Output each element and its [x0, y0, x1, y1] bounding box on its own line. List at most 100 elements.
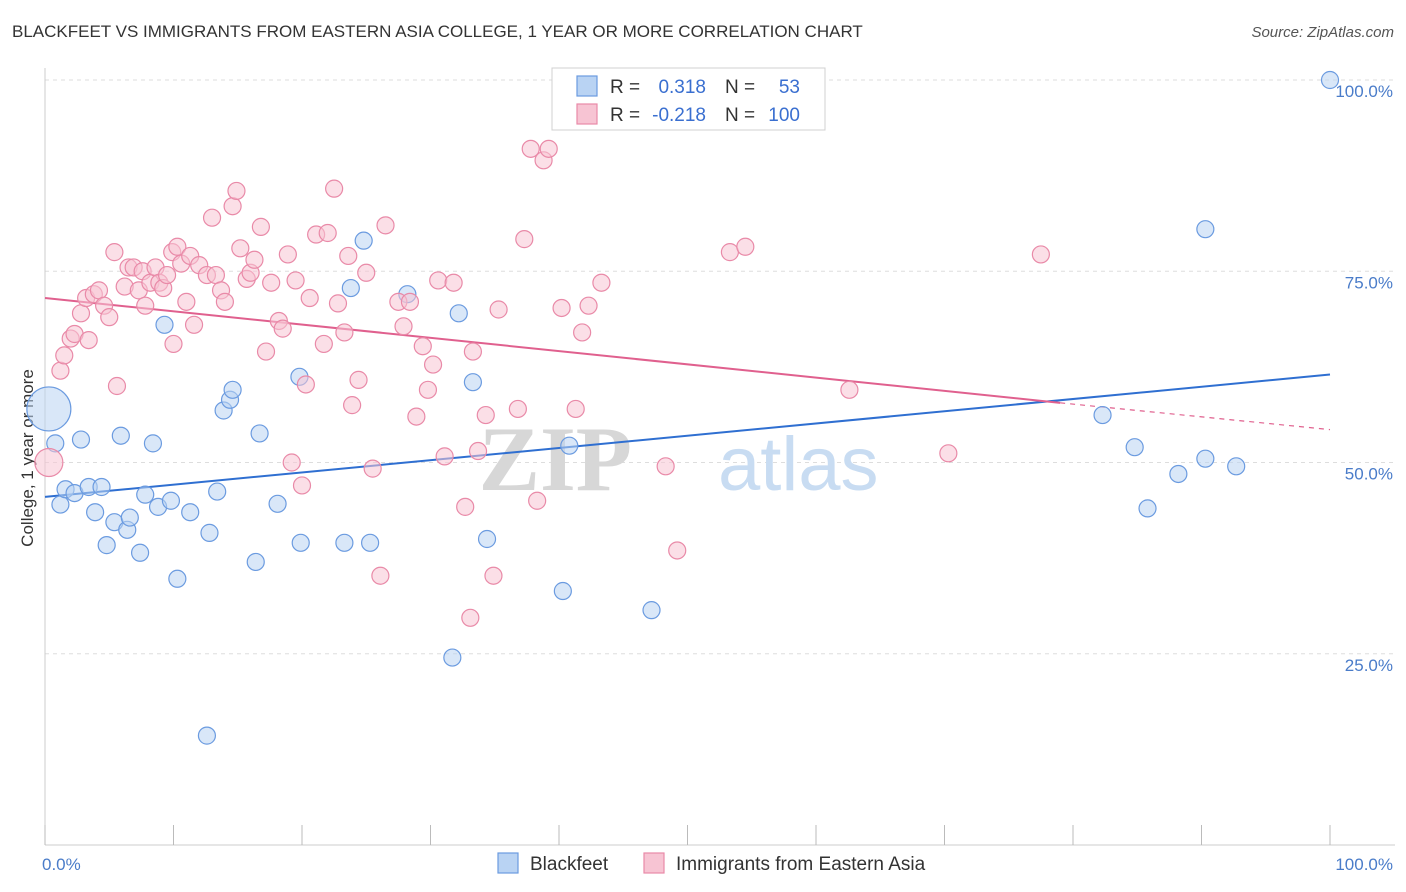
point-blackfeet — [449, 304, 468, 323]
point-blackfeet — [86, 503, 105, 522]
point-blackfeet — [463, 373, 483, 392]
point-asia — [484, 566, 503, 585]
point-asia — [521, 139, 540, 158]
point-asia — [394, 317, 413, 336]
point-blackfeet — [1227, 457, 1246, 476]
point-asia — [552, 298, 571, 318]
point-blackfeet — [335, 533, 354, 552]
tick-labels: 25.0% 50.0% 75.0% 100.0% 0.0% 100.0% — [42, 82, 1393, 874]
point-blackfeet — [341, 278, 360, 298]
point-asia — [656, 457, 675, 476]
point-asia — [371, 566, 390, 585]
bottom-legend-asia: Immigrants from Eastern Asia — [676, 854, 926, 875]
legend-n-label-2: N = — [725, 105, 755, 126]
point-asia — [318, 223, 337, 243]
point-blackfeet — [136, 485, 155, 504]
point-blackfeet — [92, 477, 111, 497]
point-asia — [328, 294, 348, 313]
point-blackfeet — [1196, 449, 1215, 468]
legend-n-value-2: 100 — [768, 105, 800, 126]
watermark: ZIP atlas — [479, 408, 879, 510]
point-blackfeet — [560, 436, 579, 455]
point-asia — [164, 334, 183, 354]
point-asia — [71, 304, 91, 323]
point-asia — [79, 331, 98, 350]
point-blackfeet — [443, 648, 462, 667]
point-asia — [335, 323, 354, 342]
point-asia — [592, 273, 611, 292]
point-asia — [292, 476, 312, 495]
chart-title: BLACKFEET VS IMMIGRANTS FROM EASTERN ASI… — [12, 22, 863, 41]
point-blackfeet — [1138, 499, 1157, 518]
point-blackfeet — [553, 581, 572, 601]
point-asia — [223, 197, 242, 216]
point-asia — [461, 608, 480, 627]
point-asia — [400, 292, 420, 311]
point-blackfeet — [197, 726, 217, 745]
point-asia — [325, 179, 344, 198]
point-blackfeet — [97, 536, 116, 555]
point-asia — [357, 263, 376, 282]
point-asia — [314, 334, 333, 354]
point-asia — [251, 217, 270, 236]
point-blackfeet — [1196, 220, 1215, 239]
trend-line-asia — [44, 297, 1061, 404]
point-blackfeet — [246, 552, 265, 572]
point-asia — [343, 396, 362, 415]
point-asia — [282, 453, 301, 472]
source-label: Source: ZipAtlas.com — [1251, 24, 1394, 41]
point-asia — [256, 342, 276, 361]
y-tick-label: 100.0% — [1335, 82, 1393, 101]
point-blackfeet — [161, 491, 181, 510]
point-blackfeet — [1320, 70, 1340, 90]
point-blackfeet — [250, 424, 269, 443]
point-asia — [262, 273, 281, 292]
point-asia — [363, 459, 382, 478]
point-asia — [528, 491, 547, 510]
legend-r-label-2: R = — [610, 105, 640, 126]
point-blackfeet — [26, 386, 72, 432]
point-asia — [177, 292, 196, 311]
point-asia — [105, 243, 124, 262]
point-asia — [463, 342, 483, 361]
point-asia — [227, 181, 246, 201]
point-blackfeet — [51, 495, 70, 514]
point-blackfeet — [130, 543, 150, 562]
y-tick-label: 75.0% — [1345, 273, 1393, 292]
y-tick-label: 50.0% — [1345, 465, 1393, 484]
point-asia — [215, 292, 234, 311]
point-blackfeet — [291, 533, 310, 552]
point-asia — [468, 441, 488, 461]
point-blackfeet — [143, 434, 163, 453]
point-asia — [939, 444, 958, 463]
point-asia — [489, 300, 508, 319]
point-asia — [579, 296, 598, 315]
point-blackfeet — [354, 231, 373, 250]
bottom-legend-swatch-asia — [643, 852, 665, 874]
point-blackfeet — [208, 482, 227, 501]
point-asia — [273, 319, 292, 338]
point-asia — [51, 361, 70, 380]
point-asia — [840, 380, 859, 399]
point-asia — [573, 323, 592, 342]
point-asia — [55, 346, 74, 365]
point-asia — [231, 239, 250, 258]
watermark-atlas: atlas — [718, 422, 879, 507]
point-asia — [444, 273, 463, 292]
point-asia — [435, 447, 454, 466]
point-asia — [476, 405, 495, 425]
point-asia — [245, 250, 264, 269]
point-blackfeet — [181, 503, 200, 522]
point-asia — [89, 281, 109, 300]
correlation-legend: R = 0.318 N = 53 R = -0.218 N = 100 — [551, 67, 826, 131]
legend-n-value-1: 53 — [779, 77, 800, 98]
point-asia — [407, 407, 426, 426]
point-asia — [286, 271, 305, 290]
blackfeet-points — [26, 70, 1340, 745]
point-blackfeet — [477, 529, 497, 549]
point-asia — [34, 447, 64, 478]
point-blackfeet — [168, 569, 187, 588]
point-asia — [168, 237, 187, 256]
point-asia — [515, 230, 534, 249]
point-asia — [736, 237, 755, 256]
